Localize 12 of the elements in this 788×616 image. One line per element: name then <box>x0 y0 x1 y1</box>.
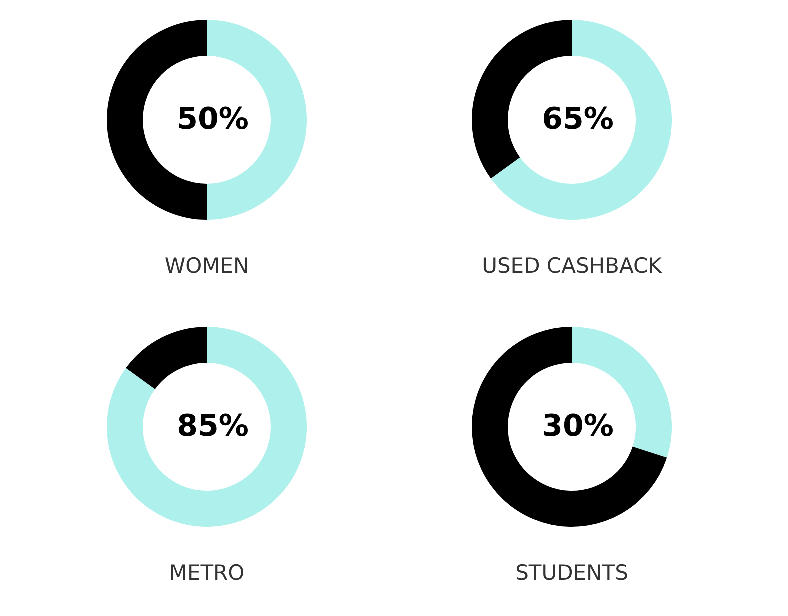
data-label: 50% <box>177 102 249 137</box>
text: METRO <box>169 561 245 585</box>
donut-slice <box>472 327 668 527</box>
donut-slice <box>491 20 672 220</box>
donut-slice <box>126 327 207 390</box>
data-label: 65% <box>542 102 614 137</box>
text: USED CASHBACK <box>482 254 664 278</box>
data-label: 85% <box>177 409 249 444</box>
text: WOMEN <box>164 254 250 278</box>
data-label: 30% <box>542 409 614 444</box>
text: STUDENTS <box>516 561 628 585</box>
donut-slice <box>107 327 307 527</box>
